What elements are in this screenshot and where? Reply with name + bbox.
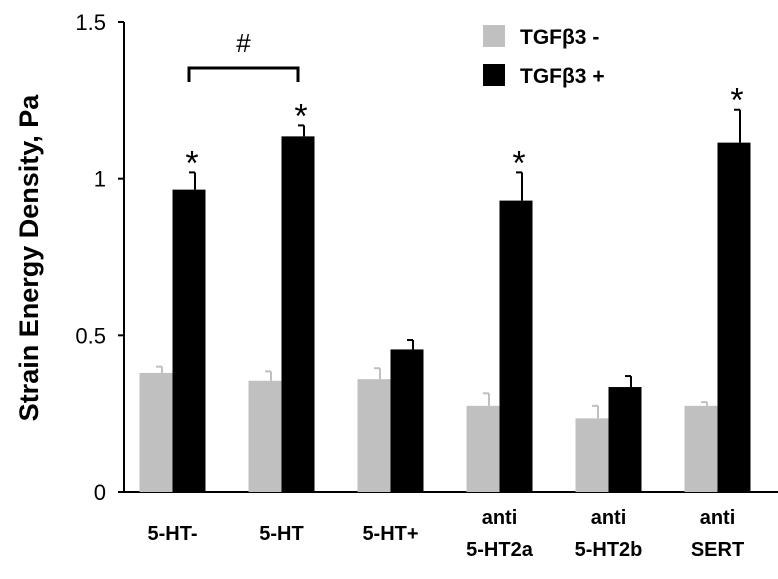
y-tick-labels: 0 0.5 1 1.5 <box>75 10 106 505</box>
significance-star: * <box>730 82 743 120</box>
bar <box>499 200 533 492</box>
bar <box>281 136 315 492</box>
y-tick-label: 1 <box>94 167 106 192</box>
category-label-line: 5-HT2a <box>466 539 534 561</box>
significance-star: * <box>294 97 307 135</box>
bar <box>575 418 609 492</box>
category-label-line: SERT <box>691 539 744 561</box>
category-label-line: anti <box>482 507 518 529</box>
bracket-label: # <box>236 28 251 58</box>
category-label: 5-HT+ <box>362 523 418 545</box>
category-label-line: 5-HT <box>259 523 303 545</box>
category-label: 5-HT <box>259 523 303 545</box>
bar <box>357 379 391 492</box>
category-label-line: anti <box>700 507 736 529</box>
category-label-line: 5-HT- <box>148 523 198 545</box>
significance-star: * <box>185 144 198 182</box>
legend: TGFβ3 - TGFβ3 + <box>483 25 605 88</box>
bar <box>248 380 282 492</box>
bars <box>139 136 751 492</box>
category-label: anti 5-HT2a <box>466 507 534 561</box>
category-label: anti 5-HT2b <box>575 507 643 561</box>
significance-star: * <box>512 144 525 182</box>
bar <box>139 372 173 492</box>
bracket-line <box>187 66 300 82</box>
y-tick-label: 1.5 <box>75 10 106 35</box>
bar <box>172 189 206 492</box>
significance-bracket: # <box>187 28 300 82</box>
significance-marks: * * * * <box>185 82 743 183</box>
legend-swatch <box>483 25 505 47</box>
category-label: anti SERT <box>691 507 744 561</box>
bar <box>390 349 424 492</box>
legend-swatch <box>483 64 505 86</box>
category-label-line: 5-HT+ <box>362 523 418 545</box>
legend-entry: TGFβ3 + <box>520 65 605 88</box>
bar <box>466 405 500 492</box>
y-tick-label: 0.5 <box>75 323 106 348</box>
bar <box>717 142 751 492</box>
y-axis-label: Strain Energy Density, Pa <box>14 94 44 422</box>
category-labels: 5-HT- 5-HT 5-HT+ anti 5-HT2a anti 5-HT2b anti SE… <box>148 507 745 561</box>
y-tick-label: 0 <box>94 480 106 505</box>
category-label-line: 5-HT2b <box>575 539 643 561</box>
legend-entry: TGFβ3 - <box>520 26 599 49</box>
bar <box>608 387 642 492</box>
axes <box>118 21 778 493</box>
category-label: 5-HT- <box>148 523 198 545</box>
category-label-line: anti <box>591 507 627 529</box>
error-bars <box>156 108 741 419</box>
bar <box>684 405 718 492</box>
